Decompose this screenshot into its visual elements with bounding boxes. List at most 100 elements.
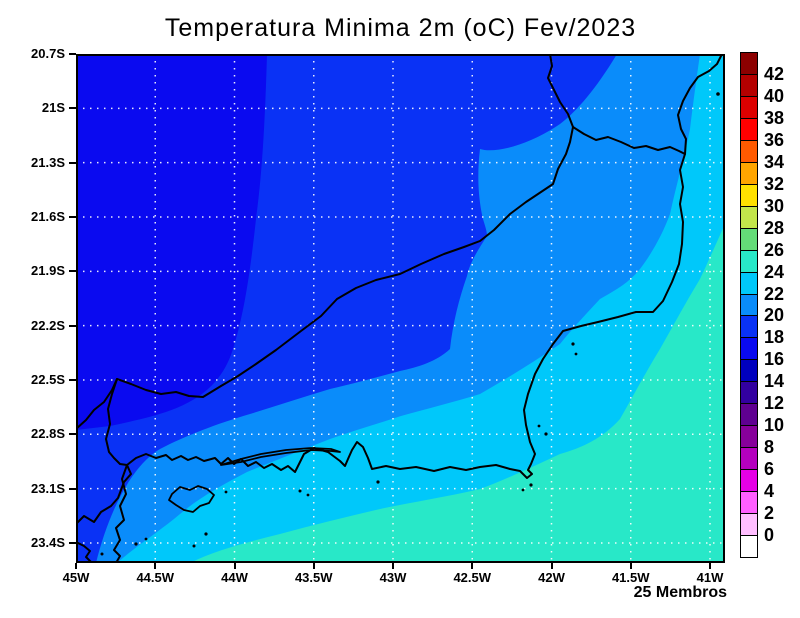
lat-tick-label: 23.4S [31,534,65,550]
lon-tick [629,563,632,569]
colorbar-segment [740,184,758,207]
colorbar-segment [740,337,758,360]
lat-tick-label: 22.5S [31,371,65,387]
colorbar-tick-label: 26 [764,240,785,260]
colorbar-segment [740,447,758,470]
lon-tick-label: 42.5W [453,570,492,585]
colorbar-segment [740,118,758,141]
lon-tick [392,563,394,569]
lat-tick [69,541,76,544]
colorbar-tick-label: 6 [764,459,775,479]
lat-tick-label: 22.2S [31,317,65,333]
lon-tick-label: 44.5W [136,570,175,585]
colorbar-segment [740,272,758,295]
lat-tick [69,53,76,55]
colorbar-segment [740,228,758,251]
lon-tick-label: 41W [696,570,724,585]
colorbar-tick-label: 0 [764,525,775,545]
colorbar-segment [740,250,758,273]
lat-tick [69,433,76,436]
colorbar-tick-label: 16 [764,349,785,369]
colorbar-segment [740,96,758,119]
colorbar-segment [740,315,758,338]
colorbar-tick-label: 34 [764,152,785,172]
colorbar-tick-label: 28 [764,218,785,238]
colorbar-tick-label: 4 [764,481,775,501]
state-border-sp-coast [105,378,128,466]
colorbar-tick-label: 24 [764,262,785,282]
lon-tick-label: 44W [221,570,248,585]
colorbar-tick-label: 10 [764,415,785,435]
chart-title: Temperatura Minima 2m (oC) Fev/2023 [164,14,637,42]
lat-tick-label: 21.6S [31,208,65,224]
lon-tick-label: 41.5W [611,570,650,585]
lat-tick-label: 23.1S [31,480,65,496]
lat-tick [69,161,76,164]
map-frame [76,54,725,563]
ilha-grande-island [168,485,215,513]
colorbar-tick-label: 42 [764,64,785,84]
colorbar-tick-label: 36 [764,130,785,150]
colorbar-tick-label: 18 [764,327,785,347]
lon-tick [154,563,157,569]
lat-tick-label: 21.3S [31,154,65,170]
state-border-sp-mg [76,126,574,430]
colorbar-segment [740,513,758,536]
lon-tick-label: 45W [62,570,90,585]
state-border-rj-es [572,126,686,155]
colorbar-segment [740,359,758,382]
lon-tick [233,563,236,569]
colorbar-segment [740,162,758,185]
lat-tick-label: 21S [41,100,65,116]
lat-tick [69,215,76,218]
colorbar-segment [740,425,758,448]
lat-tick [69,270,76,273]
lat-tick [69,487,76,490]
colorbar-tick-label: 8 [764,437,775,457]
small-islands [100,92,720,556]
lat-tick-label: 20.7S [31,46,65,61]
colorbar-segment [740,140,758,163]
colorbar-tick-label: 32 [764,174,785,194]
colorbar-segment [740,52,758,75]
lat-tick [69,107,76,110]
colorbar-segment [740,294,758,316]
colorbar-segment [740,469,758,492]
lon-tick-label: 43W [379,570,407,585]
lon-tick-label: 43.5W [294,570,333,585]
colorbar-tick-label: 20 [764,305,785,325]
colorbar-segment [740,491,758,514]
lon-tick [75,563,77,569]
lat-tick [69,324,76,327]
colorbar-segment [740,74,758,97]
band-22-24 [117,54,725,563]
lat-tick-label: 21.9S [31,263,65,279]
lon-tick [312,563,315,569]
lon-tick [709,563,711,569]
gridlines [76,54,725,563]
band-24-26 [190,224,725,563]
colorbar-tick-label: 40 [764,86,785,106]
colorbar-tick-label: 2 [764,503,775,523]
colorbar-tick-label: 30 [764,196,785,216]
lon-tick [471,563,474,569]
colorbar-tick-label: 12 [764,393,785,413]
state-border-mg-es [547,54,574,128]
colorbar-segment [740,403,758,426]
coastline-paraty-bays [76,464,128,563]
lon-tick [550,563,553,569]
coastline [76,54,723,525]
lat-tick-label: 22.8S [31,426,65,442]
colorbar-segment [740,381,758,404]
colorbar-tick-label: 22 [764,284,785,304]
colorbar-segment [740,535,758,558]
lon-tick-label: 42W [538,570,565,585]
geography [76,54,723,563]
marambaia-spit [220,447,341,466]
colorbar-tick-label: 38 [764,108,785,128]
members-note: 25 Membros [633,584,727,601]
temperature-bands [76,54,725,563]
colorbar-tick-label: 14 [764,371,785,391]
lat-tick [69,378,76,381]
